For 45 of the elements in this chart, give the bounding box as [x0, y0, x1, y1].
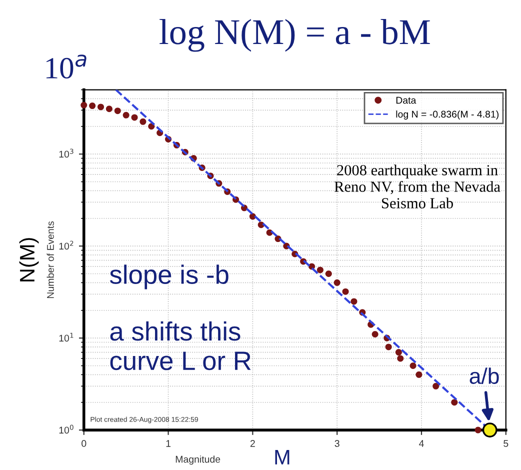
- y-axis-title: Number of Events: [46, 221, 54, 298]
- y-tick-label: 10$^{0}$: [59, 424, 74, 434]
- point: [451, 399, 458, 406]
- point: [416, 371, 422, 378]
- point: [122, 112, 130, 118]
- y-tick-label: 10$^{3}$: [59, 148, 74, 158]
- point: [334, 279, 340, 286]
- x-tick-label: 0: [82, 440, 86, 447]
- point: [474, 426, 482, 434]
- point: [482, 422, 498, 438]
- annotation: slope is -b: [110, 264, 228, 290]
- text: M: [275, 450, 290, 464]
- point: [385, 344, 392, 350]
- point: [372, 330, 378, 338]
- x-tick-label: 5: [504, 440, 508, 447]
- legend-label: log N = -0.836(M - 4.81): [396, 110, 498, 120]
- point: [316, 266, 324, 274]
- point: [131, 114, 138, 121]
- x-tick-label: 1: [166, 440, 171, 447]
- point: [140, 118, 146, 125]
- y-tick-label: 10$^{2}$: [59, 240, 74, 250]
- point: [114, 108, 121, 114]
- point: [395, 349, 402, 356]
- point: [397, 355, 404, 362]
- point: [106, 106, 112, 112]
- point: [342, 288, 349, 295]
- x-tick-label: 2: [250, 440, 255, 447]
- point: [89, 102, 96, 110]
- y-tick-label: 10$^{1}$: [59, 332, 74, 342]
- text: 10$^{a}$: [46, 54, 86, 79]
- annotation: a/b: [470, 368, 499, 384]
- legend-label: Data: [396, 96, 416, 104]
- text: N(M): [19, 238, 39, 282]
- point: [98, 104, 104, 110]
- x-tick-label: 3: [334, 440, 340, 447]
- point: [410, 362, 416, 370]
- point: [432, 382, 440, 390]
- chart-title: log N(M) = a - bM: [160, 18, 430, 52]
- annotation: a shifts this curve L or R: [110, 321, 251, 370]
- x-axis-title: Magnitude: [176, 456, 220, 465]
- point: [80, 102, 88, 108]
- point: [325, 270, 332, 278]
- annotation: 2008 earthquake swarm in Reno NV, from the Nevada Seismo Lab: [334, 164, 500, 208]
- x-tick-label: 4: [419, 440, 424, 447]
- point: [350, 298, 358, 305]
